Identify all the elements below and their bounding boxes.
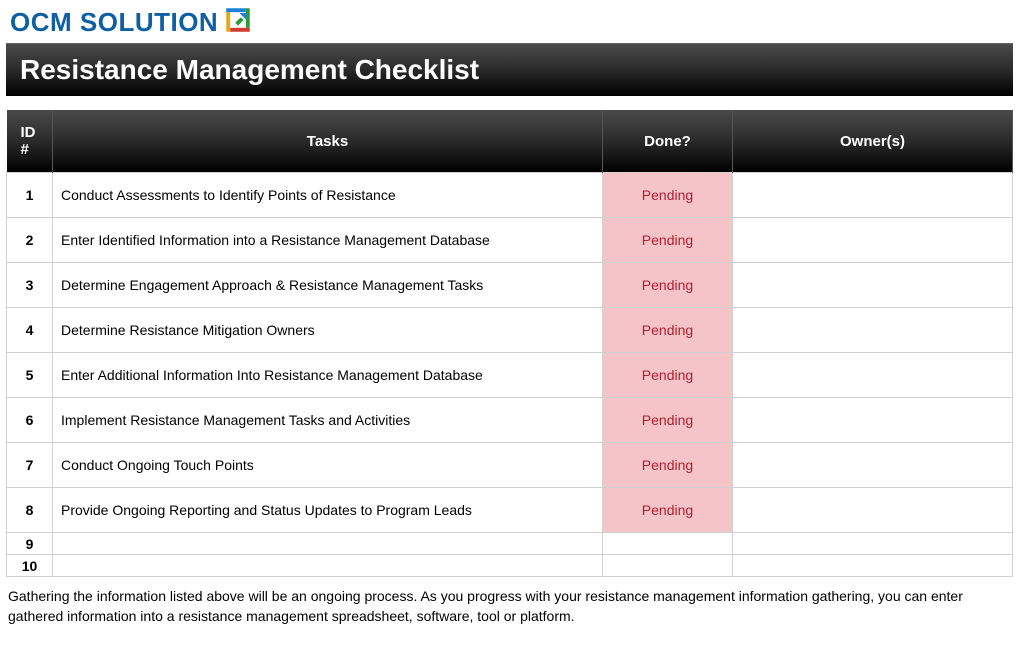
col-header-id: ID # [7,110,53,173]
row-task[interactable]: Enter Identified Information into a Resi… [53,218,603,263]
col-header-owner: Owner(s) [733,110,1013,173]
row-owner[interactable] [733,308,1013,353]
row-task[interactable]: Conduct Assessments to Identify Points o… [53,173,603,218]
row-task[interactable]: Determine Engagement Approach & Resistan… [53,263,603,308]
row-id: 5 [7,353,53,398]
row-task[interactable] [53,555,603,577]
row-owner[interactable] [733,443,1013,488]
row-id: 1 [7,173,53,218]
row-task[interactable]: Determine Resistance Mitigation Owners [53,308,603,353]
row-id: 9 [7,533,53,555]
row-status[interactable] [603,533,733,555]
row-id: 3 [7,263,53,308]
row-owner[interactable] [733,488,1013,533]
table-row: 3Determine Engagement Approach & Resista… [7,263,1013,308]
table-row: 6Implement Resistance Management Tasks a… [7,398,1013,443]
row-owner[interactable] [733,173,1013,218]
row-id: 8 [7,488,53,533]
row-owner[interactable] [733,533,1013,555]
brand-header: OCM SOLUTION [0,0,1019,43]
footer-note: Gathering the information listed above w… [0,577,1019,634]
row-owner[interactable] [733,555,1013,577]
row-task[interactable]: Implement Resistance Management Tasks an… [53,398,603,443]
page-title: Resistance Management Checklist [6,43,1013,96]
col-header-done: Done? [603,110,733,173]
row-status[interactable]: Pending [603,443,733,488]
row-task[interactable] [53,533,603,555]
table-row: 2Enter Identified Information into a Res… [7,218,1013,263]
row-owner[interactable] [733,218,1013,263]
row-status[interactable]: Pending [603,353,733,398]
row-id: 2 [7,218,53,263]
row-task[interactable]: Enter Additional Information Into Resist… [53,353,603,398]
row-task[interactable]: Conduct Ongoing Touch Points [53,443,603,488]
row-status[interactable] [603,555,733,577]
checklist-table-container: ID # Tasks Done? Owner(s) 1Conduct Asses… [6,110,1013,577]
row-id: 7 [7,443,53,488]
row-status[interactable]: Pending [603,218,733,263]
table-row: 5Enter Additional Information Into Resis… [7,353,1013,398]
brand-logo-text: OCM SOLUTION [10,7,218,38]
row-id: 10 [7,555,53,577]
row-id: 4 [7,308,53,353]
table-row: 8Provide Ongoing Reporting and Status Up… [7,488,1013,533]
brand-logo-icon [224,6,252,39]
table-row: 4Determine Resistance Mitigation OwnersP… [7,308,1013,353]
row-status[interactable]: Pending [603,398,733,443]
checklist-table: ID # Tasks Done? Owner(s) 1Conduct Asses… [6,110,1013,577]
row-status[interactable]: Pending [603,263,733,308]
table-row: 1Conduct Assessments to Identify Points … [7,173,1013,218]
table-row: 7Conduct Ongoing Touch PointsPending [7,443,1013,488]
row-owner[interactable] [733,353,1013,398]
row-status[interactable]: Pending [603,308,733,353]
table-row: 10 [7,555,1013,577]
row-owner[interactable] [733,263,1013,308]
row-id: 6 [7,398,53,443]
row-status[interactable]: Pending [603,173,733,218]
row-owner[interactable] [733,398,1013,443]
table-row: 9 [7,533,1013,555]
row-status[interactable]: Pending [603,488,733,533]
row-task[interactable]: Provide Ongoing Reporting and Status Upd… [53,488,603,533]
table-header-row: ID # Tasks Done? Owner(s) [7,110,1013,173]
col-header-tasks: Tasks [53,110,603,173]
